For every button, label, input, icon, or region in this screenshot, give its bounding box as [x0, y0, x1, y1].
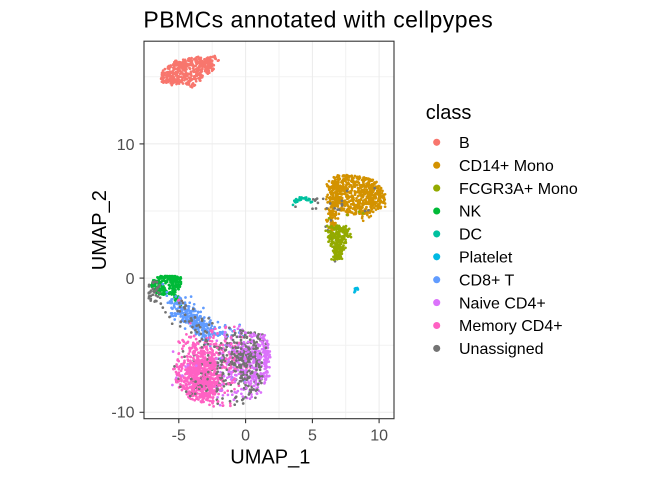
svg-text:B: B — [459, 135, 470, 152]
svg-text:CD8+ T: CD8+ T — [459, 272, 515, 289]
svg-text:0: 0 — [241, 427, 250, 444]
svg-text:CD14+ Mono: CD14+ Mono — [459, 158, 554, 175]
svg-text:10: 10 — [117, 137, 135, 154]
svg-text:class: class — [426, 102, 472, 124]
svg-text:-5: -5 — [172, 427, 186, 444]
svg-text:DC: DC — [459, 227, 482, 244]
svg-text:PBMCs annotated with cellpypes: PBMCs annotated with cellpypes — [143, 6, 493, 32]
svg-text:10: 10 — [370, 427, 388, 444]
svg-text:Naive CD4+: Naive CD4+ — [459, 295, 546, 312]
svg-text:FCGR3A+ Mono: FCGR3A+ Mono — [459, 181, 578, 198]
svg-text:UMAP_1: UMAP_1 — [230, 446, 310, 468]
svg-text:NK: NK — [459, 204, 482, 221]
svg-text:Platelet: Platelet — [459, 250, 513, 267]
svg-text:-10: -10 — [111, 404, 134, 421]
svg-text:Unassigned: Unassigned — [459, 341, 544, 358]
svg-text:UMAP_2: UMAP_2 — [89, 190, 111, 270]
svg-text:Memory CD4+: Memory CD4+ — [459, 318, 563, 335]
svg-text:5: 5 — [308, 427, 317, 444]
svg-text:0: 0 — [126, 271, 135, 288]
